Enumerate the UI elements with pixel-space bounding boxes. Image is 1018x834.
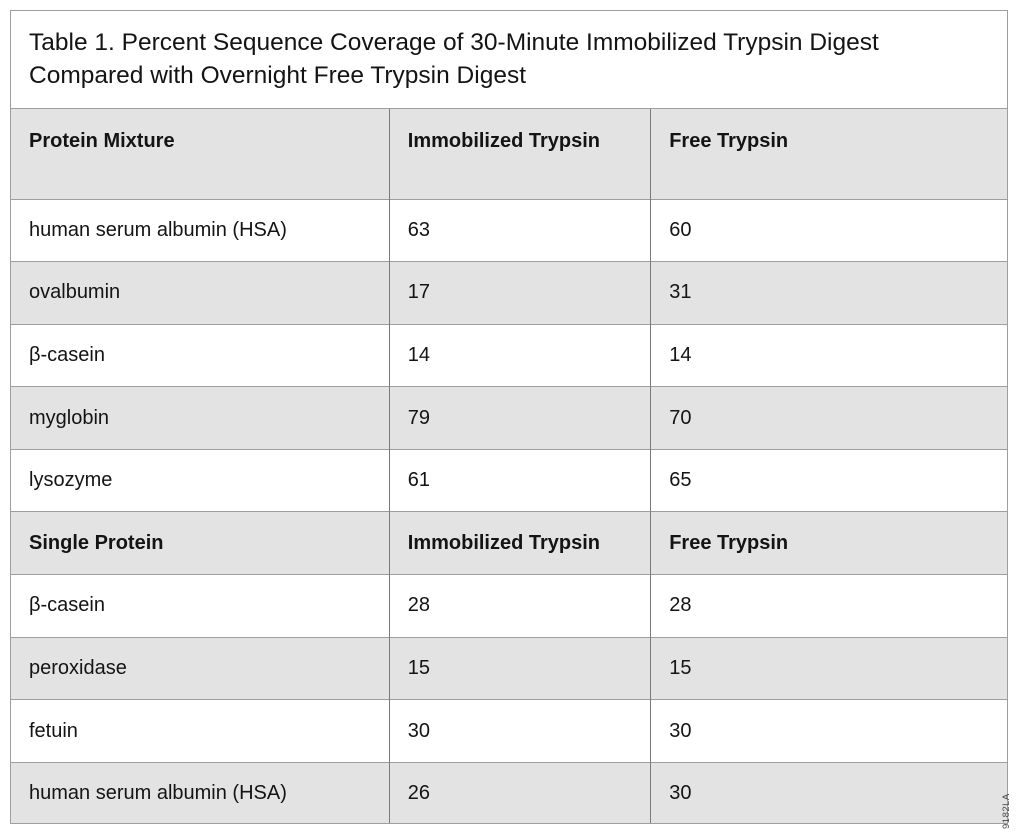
cell-immobilized: 14 xyxy=(389,323,652,387)
table-header-row-single-protein: Single Protein Immobilized Trypsin Free … xyxy=(11,511,1007,575)
header-cell-immobilized-trypsin: Immobilized Trypsin xyxy=(389,109,652,199)
table-row: peroxidase 15 15 xyxy=(11,636,1007,700)
table-row: myglobin 79 70 xyxy=(11,386,1007,450)
cell-protein: β-casein xyxy=(11,323,390,387)
cell-free: 28 xyxy=(650,574,1007,638)
cell-immobilized: 17 xyxy=(389,261,652,325)
cell-protein: myglobin xyxy=(11,386,390,450)
cell-protein: ovalbumin xyxy=(11,261,390,325)
cell-protein: β-casein xyxy=(11,574,390,638)
table-row: β-casein 14 14 xyxy=(11,323,1007,387)
cell-free: 60 xyxy=(650,198,1007,262)
cell-protein: lysozyme xyxy=(11,448,390,512)
cell-free: 31 xyxy=(650,261,1007,325)
cell-free: 15 xyxy=(650,636,1007,700)
cell-free: 30 xyxy=(650,761,1007,823)
cell-immobilized: 63 xyxy=(389,198,652,262)
table-row: human serum albumin (HSA) 63 60 xyxy=(11,198,1007,262)
cell-free: 30 xyxy=(650,699,1007,763)
cell-free: 65 xyxy=(650,448,1007,512)
table-row: fetuin 30 30 xyxy=(11,699,1007,763)
table-row: lysozyme 61 65 xyxy=(11,448,1007,512)
table-title: Table 1. Percent Sequence Coverage of 30… xyxy=(11,11,1007,109)
table-figure: Table 1. Percent Sequence Coverage of 30… xyxy=(10,10,1008,824)
table-row: β-casein 28 28 xyxy=(11,574,1007,638)
cell-protein: peroxidase xyxy=(11,636,390,700)
header-cell-free-trypsin: Free Trypsin xyxy=(650,109,1007,199)
cell-immobilized: 26 xyxy=(389,761,652,823)
figure-number: 9182LA xyxy=(1001,793,1012,829)
header-cell-single-protein: Single Protein xyxy=(11,511,390,575)
header-cell-immobilized-trypsin: Immobilized Trypsin xyxy=(389,511,652,575)
cell-protein: fetuin xyxy=(11,699,390,763)
table-header-row-mixture: Protein Mixture Immobilized Trypsin Free… xyxy=(11,109,1007,199)
cell-immobilized: 79 xyxy=(389,386,652,450)
cell-protein: human serum albumin (HSA) xyxy=(11,761,390,823)
table-title-line1: Table 1. Percent Sequence Coverage of 30… xyxy=(29,29,879,56)
cell-immobilized: 15 xyxy=(389,636,652,700)
header-cell-free-trypsin: Free Trypsin xyxy=(650,511,1007,575)
coverage-table: Protein Mixture Immobilized Trypsin Free… xyxy=(11,109,1007,823)
table-row: ovalbumin 17 31 xyxy=(11,261,1007,325)
cell-free: 70 xyxy=(650,386,1007,450)
cell-immobilized: 61 xyxy=(389,448,652,512)
cell-immobilized: 30 xyxy=(389,699,652,763)
header-cell-protein-mixture: Protein Mixture xyxy=(11,109,390,199)
table-row: human serum albumin (HSA) 26 30 xyxy=(11,761,1007,823)
cell-immobilized: 28 xyxy=(389,574,652,638)
table-title-line2: Compared with Overnight Free Trypsin Dig… xyxy=(29,62,526,89)
cell-protein: human serum albumin (HSA) xyxy=(11,198,390,262)
cell-free: 14 xyxy=(650,323,1007,387)
